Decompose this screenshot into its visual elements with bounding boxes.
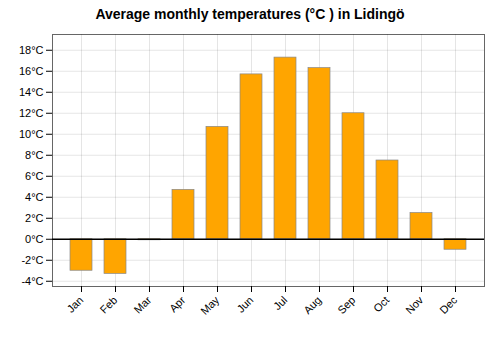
svg-text:16°C: 16°C [19, 65, 44, 77]
svg-text:10°C: 10°C [19, 128, 44, 140]
svg-text:Dec: Dec [437, 293, 460, 316]
svg-text:Jan: Jan [64, 294, 85, 315]
svg-text:Apr: Apr [167, 294, 188, 315]
svg-text:Jul: Jul [271, 294, 289, 312]
svg-text:0°C: 0°C [25, 233, 44, 245]
svg-text:-2°C: -2°C [21, 254, 43, 266]
svg-text:Oct: Oct [371, 294, 392, 315]
svg-text:2°C: 2°C [25, 212, 44, 224]
svg-text:Nov: Nov [403, 293, 426, 316]
svg-text:12°C: 12°C [19, 107, 44, 119]
svg-text:18°C: 18°C [19, 44, 44, 56]
svg-text:Mar: Mar [132, 294, 154, 316]
svg-text:Feb: Feb [98, 294, 120, 316]
svg-text:Jun: Jun [234, 294, 255, 315]
svg-text:Sep: Sep [335, 294, 357, 316]
svg-text:Aug: Aug [301, 294, 323, 316]
svg-text:8°C: 8°C [25, 149, 44, 161]
html-text:Average monthly temperatures (: Average monthly temperatures (°C ) in Li… [95, 6, 405, 22]
svg-text:4°C: 4°C [25, 191, 44, 203]
svg-text:14°C: 14°C [19, 86, 44, 98]
svg-text:6°C: 6°C [25, 170, 44, 182]
svg-text:-4°C: -4°C [21, 275, 43, 287]
svg-text:May: May [198, 293, 222, 317]
